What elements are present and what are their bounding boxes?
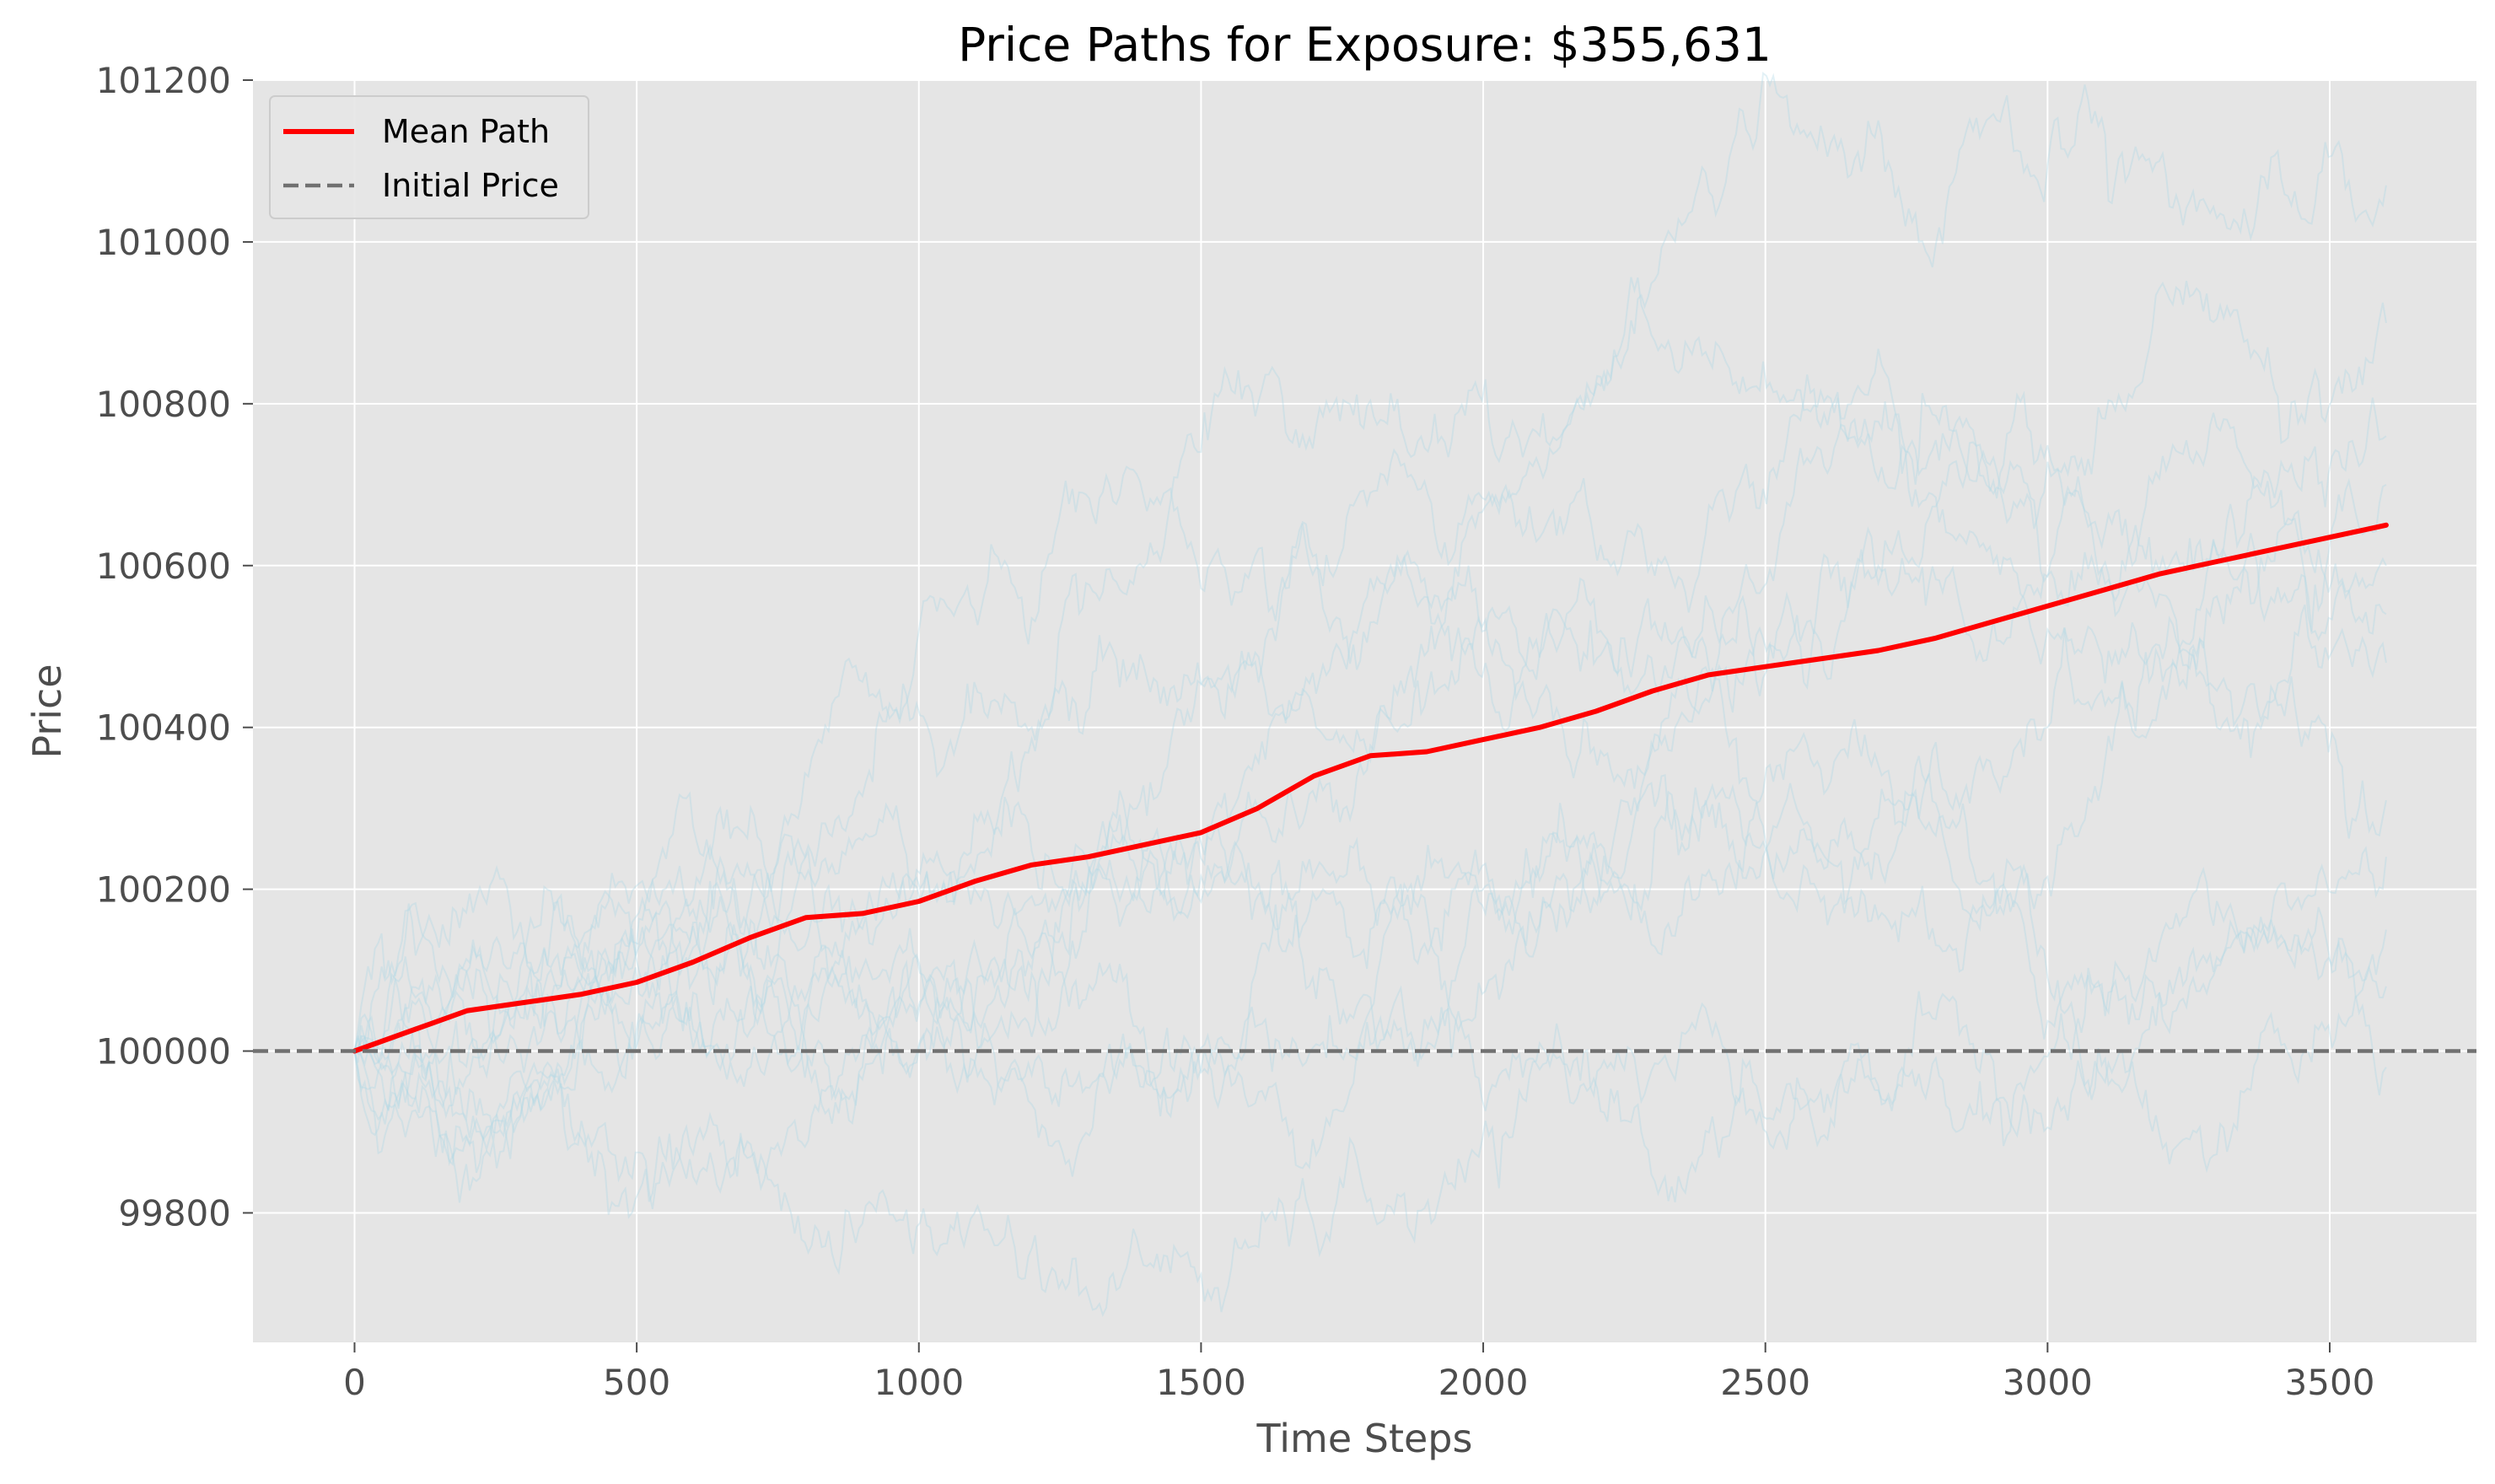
y-tick-label: 100200: [96, 869, 231, 911]
y-tick-label: 100400: [96, 707, 231, 749]
y-axis-title: Price: [24, 664, 70, 758]
simulated-path-line: [354, 866, 2387, 1318]
y-tick-label: 100800: [96, 384, 231, 425]
x-tick-label: 1000: [874, 1362, 964, 1403]
simulated-paths: [353, 71, 2387, 1318]
axis-tick-labels: 0 500 1000 1500 2000 2500 3000 3500 99800 100000 1…: [96, 60, 2375, 1403]
simulated-path-line: [353, 846, 2387, 1150]
legend: Mean Path Initial Price: [269, 95, 589, 219]
simulated-path-line: [353, 604, 2387, 1138]
x-tick-label: 3000: [2003, 1362, 2093, 1403]
y-tick-label: 101000: [96, 222, 231, 263]
x-tick-label: 500: [603, 1362, 670, 1403]
simulated-path-line: [353, 390, 2387, 1111]
legend-box: [269, 95, 589, 219]
series-lines: [253, 522, 2476, 1054]
y-tick-label: 101200: [96, 60, 231, 101]
simulated-path-line: [353, 485, 2387, 1210]
simulated-path-line: [353, 565, 2387, 1160]
axis-ticks: [243, 79, 2331, 1352]
simulated-path-line: [353, 374, 2387, 1124]
simulated-path-line: [353, 397, 2387, 1159]
simulated-path-line: [353, 71, 2387, 1056]
simulated-path-line: [353, 277, 2387, 1095]
legend-label-initial-price: Initial Price: [382, 167, 559, 204]
simulated-path-line: [353, 718, 2387, 1174]
x-axis-title: Time Steps: [1256, 1416, 1473, 1461]
y-tick-label: 100600: [96, 546, 231, 587]
y-tick-label: 99800: [118, 1192, 231, 1234]
chart-title: Price Paths for Exposure: $355,631: [958, 18, 1772, 72]
x-tick-label: 0: [343, 1362, 366, 1403]
mean-path-line: [352, 522, 2389, 1054]
legend-label-mean-path: Mean Path: [382, 113, 550, 150]
x-tick-label: 1500: [1156, 1362, 1246, 1403]
x-tick-label: 3500: [2285, 1362, 2375, 1403]
x-tick-label: 2000: [1438, 1362, 1529, 1403]
simulated-path-line: [354, 393, 2387, 1110]
plot-area: [253, 80, 2476, 1342]
x-tick-label: 2500: [1720, 1362, 1810, 1403]
y-tick-label: 100000: [96, 1031, 231, 1073]
